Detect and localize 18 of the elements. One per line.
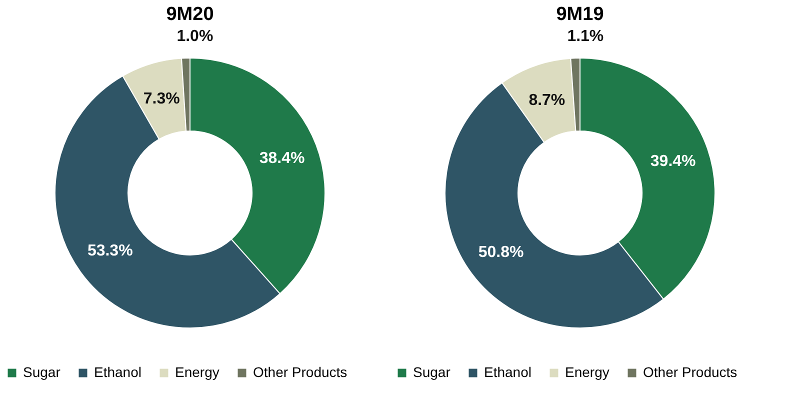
data-label: 38.4% bbox=[259, 150, 305, 167]
data-label: 1.1% bbox=[567, 28, 604, 46]
data-label: 53.3% bbox=[87, 242, 133, 260]
legend-label: Energy bbox=[565, 364, 610, 380]
chart-title: 9M20 bbox=[166, 4, 214, 26]
legend-label: Sugar bbox=[413, 364, 451, 380]
data-label: 50.8% bbox=[478, 244, 524, 261]
data-label: 39.4% bbox=[650, 152, 696, 170]
legend-label: Sugar bbox=[23, 364, 61, 380]
data-label: 7.3% bbox=[143, 90, 180, 108]
data-label: 1.0% bbox=[176, 28, 214, 46]
legend-label: Energy bbox=[175, 364, 220, 380]
legend-label: Other Products bbox=[643, 364, 738, 380]
legend-label: Ethanol bbox=[94, 364, 142, 380]
chart-title: 9M19 bbox=[556, 4, 604, 26]
legend-label: Ethanol bbox=[484, 364, 532, 380]
data-label: 8.7% bbox=[528, 92, 566, 110]
legend-label: Other Products bbox=[253, 364, 348, 380]
